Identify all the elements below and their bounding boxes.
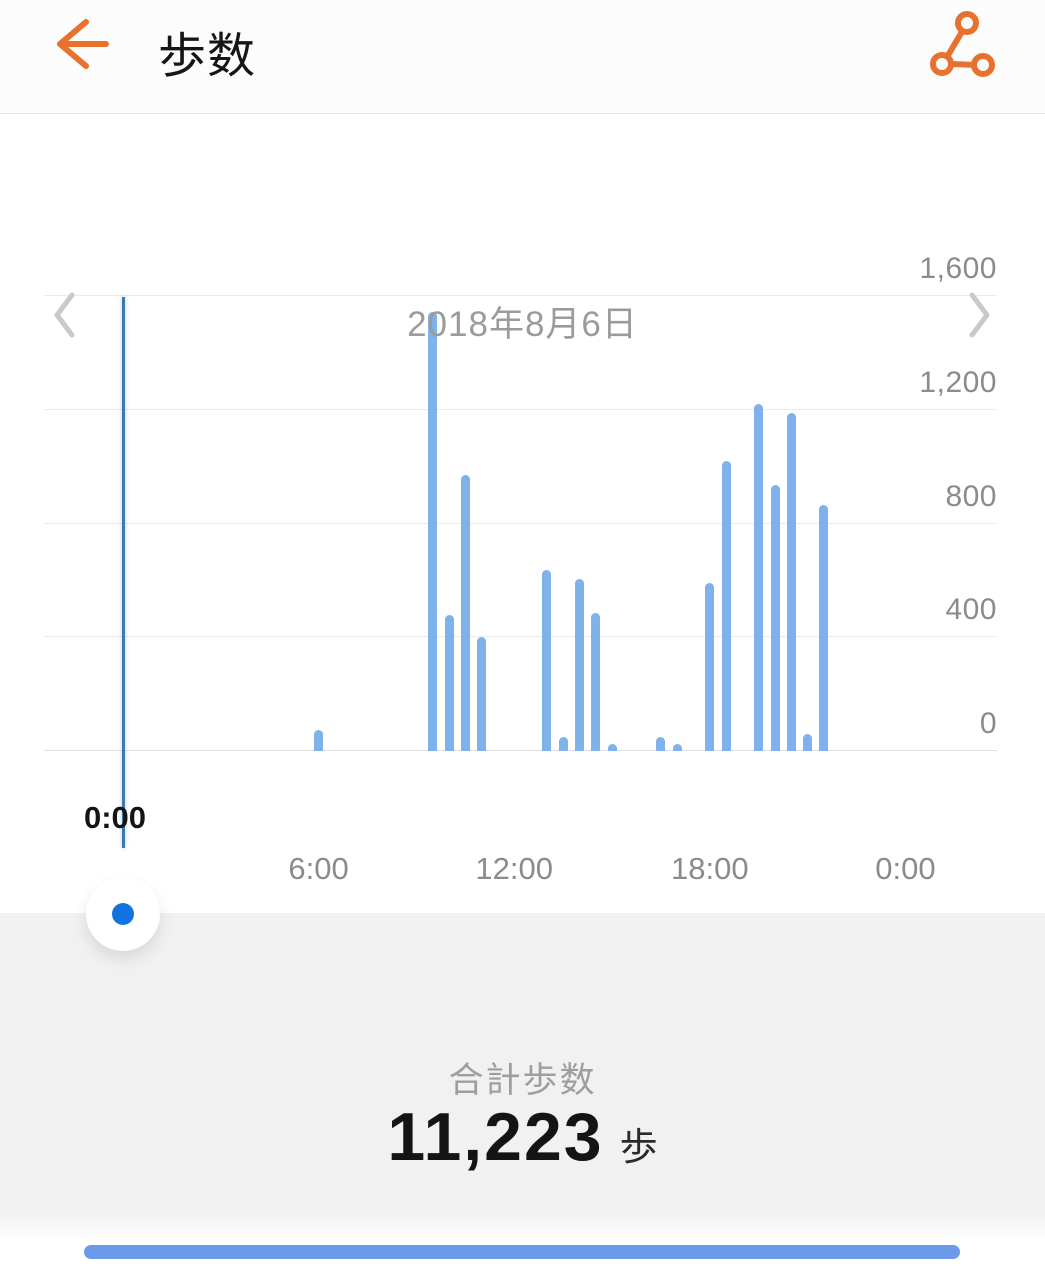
chart-bar[interactable] <box>591 613 601 751</box>
x-axis-tick-label: 12:00 <box>475 851 553 886</box>
chart-bar[interactable] <box>803 733 813 751</box>
share-button[interactable] <box>922 2 1002 88</box>
chevron-left-icon <box>54 292 75 338</box>
chart-bar[interactable] <box>542 570 552 751</box>
gridline <box>44 522 997 524</box>
chart-bar[interactable] <box>477 637 487 751</box>
time-marker-dot[interactable] <box>112 903 134 925</box>
y-axis-tick-label: 400 <box>945 593 997 627</box>
y-axis-tick-label: 0 <box>979 707 997 740</box>
page-title: 歩数 <box>158 30 257 83</box>
gridline <box>44 408 997 410</box>
selected-time-label: 0:00 <box>83 800 147 835</box>
app-header: 歩数 <box>0 0 1045 114</box>
progress-bar <box>84 1245 960 1259</box>
summary-label: 合計歩数 <box>448 1061 597 1100</box>
chart-bar[interactable] <box>705 583 715 751</box>
chart-bar[interactable] <box>819 505 829 751</box>
y-axis-tick-label: 800 <box>945 479 997 513</box>
summary-total: 11,223 歩 <box>0 1098 1045 1176</box>
chevron-right-icon <box>969 292 990 338</box>
total-steps-value: 11,223 <box>387 1099 604 1175</box>
arrow-left-icon <box>57 19 109 69</box>
chart-bar[interactable] <box>460 475 470 751</box>
chart-bar[interactable] <box>672 744 682 751</box>
prev-day-button[interactable] <box>50 290 80 340</box>
y-axis-tick-label: 1,200 <box>919 365 997 399</box>
y-axis-tick-label: 1,600 <box>919 252 997 285</box>
chart-bar[interactable] <box>656 736 666 751</box>
back-button[interactable] <box>48 12 112 76</box>
summary-section <box>0 913 1045 1213</box>
steps-bar-chart[interactable]: 0 400 800 1,200 1,600 6:00 12:00 18:00 0:00 <box>0 0 1045 913</box>
gridline <box>44 750 997 751</box>
chart-bar[interactable] <box>770 485 780 751</box>
share-icon <box>930 11 995 77</box>
section-fade <box>0 1213 1045 1243</box>
next-day-button[interactable] <box>964 290 994 340</box>
chart-bar[interactable] <box>574 578 584 751</box>
chart-bar[interactable] <box>721 460 731 751</box>
chart-bar[interactable] <box>786 412 796 751</box>
date-label: 2018年8月6日 <box>407 305 638 344</box>
gridline <box>44 295 997 296</box>
chart-bar[interactable] <box>314 729 324 751</box>
x-axis-tick-label: 0:00 <box>875 851 936 886</box>
chart-bar[interactable] <box>607 744 617 751</box>
time-marker-line <box>121 297 125 848</box>
chart-bar[interactable] <box>754 404 764 751</box>
chart-bar[interactable] <box>428 311 438 751</box>
date-navigation: 2018年8月6日 <box>0 138 1045 344</box>
x-axis-tick-label: 6:00 <box>288 851 349 886</box>
chart-bar[interactable] <box>444 614 454 751</box>
x-axis-tick-label: 18:00 <box>671 851 749 886</box>
gridline <box>44 636 997 638</box>
chart-bar[interactable] <box>558 736 568 751</box>
total-steps-unit: 歩 <box>619 1127 658 1169</box>
